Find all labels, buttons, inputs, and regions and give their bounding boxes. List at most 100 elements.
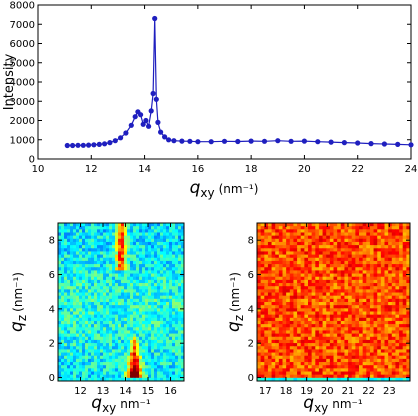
heat-cell [388,270,393,275]
heat-cell [157,232,161,237]
heat-cell [142,295,146,300]
heat-cell [275,311,280,316]
heat-cell [82,365,86,369]
heat-cell [133,339,137,344]
heat-cell [271,324,276,328]
heat-cell [293,355,298,360]
heat-cell [344,362,349,366]
heat-cell [351,248,356,253]
heat-cell [145,343,149,347]
heat-cell [163,327,167,332]
heat-cell [163,339,167,344]
bottom-right-x-axis-label: qxy nm⁻¹ [303,393,363,415]
heat-cell [64,377,68,381]
heat-cell [297,333,302,338]
heat-cell [118,305,122,309]
heat-cell [395,374,400,379]
heat-cell [286,248,291,253]
heat-cell [136,374,140,379]
heat-cell [82,283,86,287]
heat-cell [275,264,280,268]
heat-cell [322,245,327,249]
heat-cell [73,223,77,227]
heat-cell [151,339,155,344]
heat-cell [366,343,371,347]
heat-cell [315,292,320,297]
heat-cell [136,352,140,357]
heat-cell [373,352,378,357]
heat-cell [355,286,360,290]
heat-cell [94,352,98,357]
heat-cell [391,302,397,306]
heat-cell [127,279,131,284]
data-point [235,138,241,145]
heat-cell [366,279,371,284]
heat-cell [388,362,393,366]
heat-cell [139,305,143,309]
heat-cell [366,254,371,259]
heat-cell [58,317,62,322]
heat-cell [157,317,161,322]
heat-cell [362,264,367,268]
heat-cell [142,292,146,297]
heat-cell [82,302,86,306]
heat-cell [181,311,184,316]
heat-cell [326,289,331,294]
heat-cell [264,248,269,253]
heat-cell [402,302,407,306]
heat-cell [267,232,273,237]
heat-cell [157,362,161,366]
heat-cell [121,267,125,271]
heat-cell [127,235,131,240]
heat-cell [373,314,378,319]
heat-cell [308,355,313,360]
heat-cell [85,362,89,366]
heat-cell [103,251,107,256]
heat-cell [318,295,324,300]
heat-cell [264,352,269,357]
heat-cell [369,298,375,303]
heat-cell [318,305,324,309]
heat-cell [260,377,265,381]
heat-cell [402,229,407,234]
heat-cell [166,343,170,347]
heat-cell [145,289,149,294]
heat-cell [278,349,284,354]
heat-cell [85,248,89,253]
heat-cell [293,339,298,344]
heat-cell [112,368,116,373]
heat-cell [79,314,83,319]
heat-cell [351,245,356,249]
heat-cell [133,349,137,354]
heat-cell [344,251,349,256]
data-point [155,119,161,125]
heat-cell [91,349,95,354]
heat-cell [85,333,89,338]
heat-cell [151,314,155,319]
heat-cell [91,377,95,381]
heat-cell [377,298,382,303]
heat-cell [384,374,389,379]
heat-cell [406,286,410,290]
x-tick-label: 12 [74,386,87,397]
heat-cell [115,324,119,328]
heat-cell [304,358,309,363]
heat-cell [366,311,371,316]
heat-cell [406,283,410,287]
heat-cell [145,377,149,381]
heat-cell [340,292,346,297]
heat-cell [297,320,302,325]
heat-cell [395,333,400,338]
heat-cell [166,349,170,354]
heat-cell [289,289,295,294]
heat-cell [344,241,349,246]
heat-cell [94,339,98,344]
heat-cell [293,270,298,275]
heat-cell [88,238,92,243]
heat-cell [124,352,128,357]
heat-cell [121,336,125,341]
heat-cell [275,333,280,338]
heat-cell [94,358,98,363]
heat-cell [395,276,400,281]
heat-cell [318,235,324,240]
